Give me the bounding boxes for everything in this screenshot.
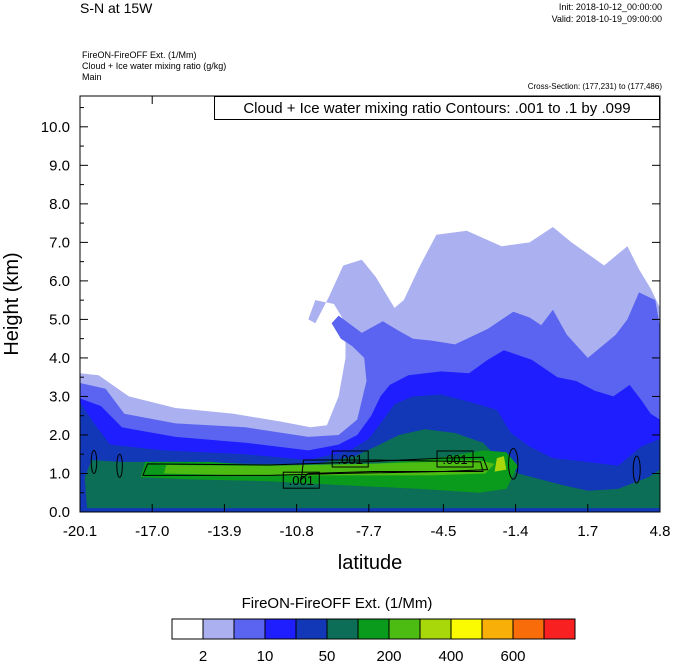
field-name-domain: Main [82, 72, 102, 82]
cloud-contour [142, 456, 489, 476]
cross-section-label: Cross-Section: (177,231) to (177,486) [527, 82, 662, 91]
contour-label: .001 [338, 452, 363, 467]
contour-label-box [331, 450, 369, 468]
heatmap-fills [80, 227, 660, 512]
colorbar-tick-label: 2 [199, 648, 207, 665]
y-tick-label: 3.0 [49, 388, 70, 405]
y-tick-label: 1.0 [49, 465, 70, 482]
colorbar-swatch [264, 618, 297, 640]
colorbar-swatch [450, 618, 483, 640]
colorbar-swatch [388, 618, 421, 640]
colorbar: 2 10 50 200 400 600 [171, 618, 576, 665]
y-tick-label: 8.0 [49, 196, 70, 213]
contour-note: Cloud + Ice water mixing ratio Contours:… [214, 96, 660, 120]
contour-label-box [282, 471, 320, 489]
field-name-contour: Cloud + Ice water mixing ratio (g/kg) [82, 61, 227, 71]
y-tick-label: 7.0 [49, 234, 70, 251]
y-tick-label: 6.0 [49, 273, 70, 290]
y-tick-label: 4.0 [49, 350, 70, 367]
colorbar-swatch [419, 618, 452, 640]
axes: -20.1 -17.0 -13.9 -10.8 -7.7 -4.5 -1.4 1.7 4.8 0.… [41, 96, 671, 540]
colorbar-swatch [512, 618, 545, 640]
contour-lines: .001 .001 .001 [90, 447, 641, 489]
cloud-contour [632, 455, 641, 484]
colorbar-tick-label: 200 [376, 648, 401, 665]
colorbar-tick-label: 600 [500, 648, 525, 665]
y-tick-label: 2.0 [49, 427, 70, 444]
colorbar-swatch [357, 618, 390, 640]
cloud-contour [116, 453, 123, 478]
x-tick-label: 4.8 [650, 523, 671, 540]
contour-label: .001 [442, 452, 467, 467]
x-axis-label: latitude [338, 552, 403, 574]
x-tick-label: -17.0 [135, 523, 169, 540]
field-name-shaded: FireON-FireOFF Ext. (1/Mm) [82, 50, 197, 60]
x-tick-label: -20.1 [63, 523, 97, 540]
x-tick-label: 1.7 [577, 523, 598, 540]
time-info: Init: 2018-10-12_00:00:00 Valid: 2018-10… [552, 1, 662, 25]
cloud-contour [508, 447, 519, 480]
y-tick-label: 10.0 [41, 119, 70, 136]
colorbar-swatch [543, 618, 576, 640]
colorbar-swatch [326, 618, 359, 640]
plot-title: S-N at 15W [80, 0, 153, 16]
colorbar-swatch [171, 618, 204, 640]
x-tick-label: -13.9 [207, 523, 241, 540]
colorbar-label: FireON-FireOFF Ext. (1/Mm) [241, 595, 433, 612]
x-tick-label: -1.4 [503, 523, 529, 540]
contour-label: .001 [289, 473, 314, 488]
colorbar-swatch [233, 618, 266, 640]
colorbar-tick-label: 50 [319, 648, 336, 665]
level-800-region [494, 456, 507, 472]
init-time: Init: 2018-10-12_00:00:00 [558, 2, 662, 12]
valid-time: Valid: 2018-10-19_09:00:00 [551, 14, 662, 24]
y-tick-label: 5.0 [49, 311, 70, 328]
y-tick-label: 9.0 [49, 157, 70, 174]
colorbar-tick-label: 10 [257, 648, 274, 665]
colorbar-swatch [481, 618, 514, 640]
colorbar-swatch [202, 618, 235, 640]
colorbar-tick-label: 400 [438, 648, 463, 665]
cloud-contour [90, 449, 98, 474]
y-axis-label: Height (km) [1, 252, 23, 355]
x-tick-label: -7.7 [356, 523, 382, 540]
contour-label-box [436, 450, 474, 468]
x-tick-label: -4.5 [430, 523, 456, 540]
y-tick-label: 0.0 [49, 504, 70, 521]
colorbar-swatch [295, 618, 328, 640]
x-tick-label: -10.8 [280, 523, 314, 540]
